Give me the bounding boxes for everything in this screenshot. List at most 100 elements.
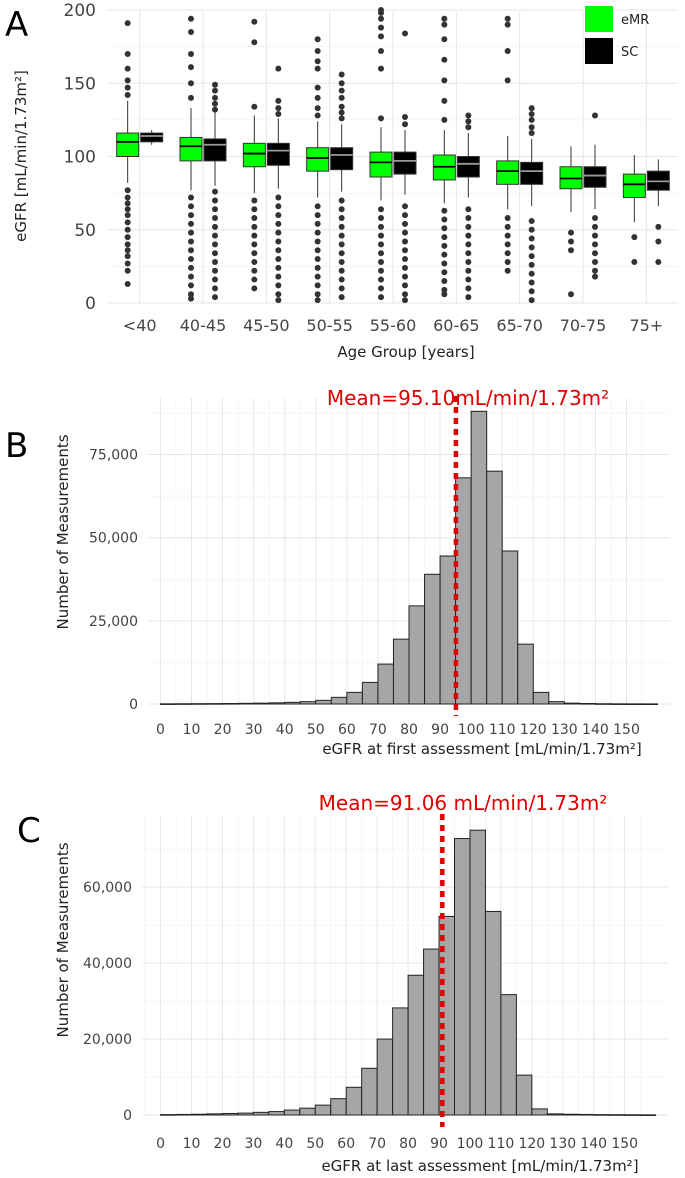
- x-tick-label: 60-65: [433, 316, 480, 335]
- histogram-bar: [454, 838, 471, 1116]
- outlier-point: [251, 206, 258, 213]
- outlier-point: [378, 33, 384, 40]
- outlier-point: [212, 285, 218, 292]
- histogram-bar: [469, 829, 486, 1116]
- panel-b-y-axis-title: Number of Measurements: [54, 434, 72, 629]
- x-tick-label: 40-45: [180, 316, 227, 335]
- box-emr-70-75: [559, 146, 583, 298]
- outlier-point: [378, 7, 384, 13]
- histogram-bar: [377, 663, 394, 705]
- outlier-point: [568, 247, 574, 254]
- outlier-point: [275, 273, 282, 280]
- outlier-point: [378, 241, 384, 248]
- outlier-point: [314, 297, 321, 304]
- outlier-point: [528, 244, 535, 251]
- panel-b-label: B: [5, 426, 28, 466]
- outlier-point: [251, 223, 258, 230]
- box-emr-75+: [622, 155, 646, 265]
- outlier-point: [338, 276, 345, 283]
- outlier-point: [378, 285, 384, 292]
- outlier-point: [188, 94, 194, 101]
- panel-b-y-ticks: 0 25,000 50,000 75,000: [89, 448, 138, 713]
- panel-a-legend: eMR SC: [585, 6, 649, 64]
- histogram-bar: [548, 701, 565, 705]
- outlier-point: [188, 212, 194, 219]
- panel-a-x-ticks: <40 40-45 45-50 50-55 55-60 60-65 65-70 70-75 75…: [123, 316, 663, 335]
- outlier-point: [212, 215, 218, 222]
- outlier-point: [528, 105, 535, 112]
- x-tick-label: 130: [549, 1136, 576, 1152]
- outlier-point: [504, 15, 511, 22]
- outlier-point: [124, 241, 131, 248]
- outlier-point: [314, 247, 321, 254]
- outlier-point: [465, 241, 472, 248]
- outlier-point: [338, 258, 345, 265]
- outlier-point: [124, 267, 131, 274]
- outlier-point: [251, 232, 258, 239]
- y-tick-label: 150: [64, 74, 96, 94]
- outlier-point: [338, 71, 345, 78]
- outlier-point: [338, 250, 345, 257]
- outlier-point: [528, 124, 535, 131]
- x-tick-label: 70: [369, 722, 387, 738]
- outlier-point: [378, 258, 384, 265]
- histogram-bar: [346, 691, 363, 705]
- legend-swatch-sc: [585, 38, 613, 64]
- outlier-point: [188, 50, 194, 57]
- outlier-point: [314, 238, 321, 245]
- outlier-point: [402, 212, 408, 219]
- outlier-point: [314, 58, 321, 65]
- outlier-point: [528, 261, 535, 268]
- outlier-point: [402, 247, 408, 254]
- histogram-bar: [500, 994, 517, 1116]
- outlier-point: [465, 267, 472, 274]
- histogram-bar: [593, 1114, 610, 1116]
- x-tick-label: 100: [458, 722, 485, 738]
- outlier-point: [441, 242, 448, 249]
- outlier-point: [402, 30, 408, 37]
- histogram-bar: [283, 1109, 301, 1116]
- outlier-point: [275, 247, 282, 254]
- outlier-point: [441, 291, 448, 298]
- outlier-point: [338, 267, 345, 274]
- y-tick-label: 20,000: [83, 1032, 132, 1048]
- box-emr-<40: [116, 20, 140, 287]
- outlier-point: [338, 80, 345, 87]
- x-tick-label: 70-75: [560, 316, 607, 335]
- box-sc-75+: [646, 159, 670, 265]
- histogram-bar: [206, 703, 224, 705]
- outlier-point: [251, 285, 258, 292]
- box-iqr: [140, 132, 164, 143]
- legend-swatch-emr: [585, 6, 613, 32]
- outlier-point: [188, 220, 194, 227]
- outlier-point: [188, 64, 194, 71]
- outlier-point: [378, 223, 384, 230]
- x-tick-label: 45-50: [243, 316, 290, 335]
- box-emr-55-60: [369, 7, 393, 301]
- outlier-point: [402, 256, 408, 263]
- x-tick-label: 55-60: [370, 316, 417, 335]
- outlier-point: [275, 256, 282, 263]
- outlier-point: [528, 226, 535, 233]
- box-iqr: [369, 151, 393, 178]
- histogram-bar: [515, 1074, 533, 1116]
- outlier-point: [338, 87, 345, 94]
- panel-a-x-axis-title: Age Group [years]: [337, 343, 474, 361]
- y-tick-label: 200: [64, 1, 96, 21]
- outlier-point: [124, 194, 131, 201]
- x-tick-label: 150: [613, 722, 640, 738]
- outlier-point: [124, 234, 131, 241]
- outlier-point: [124, 260, 131, 267]
- x-tick-label: 100: [457, 1136, 484, 1152]
- panel-a-gridlines: [108, 9, 678, 304]
- x-tick-label: 20: [214, 722, 232, 738]
- outlier-point: [124, 253, 131, 260]
- outlier-point: [251, 250, 258, 257]
- panel-c-x-axis-title: eGFR at last assessment [mL/min/1.73m²]: [321, 1157, 638, 1175]
- outlier-point: [188, 295, 194, 302]
- box-emr-50-55: [306, 36, 330, 304]
- panel-b-x-axis-title: eGFR at first assessment [mL/min/1.73m²]: [322, 740, 641, 758]
- box-iqr: [496, 160, 520, 185]
- box-iqr: [520, 161, 544, 185]
- histogram-bar: [268, 702, 286, 705]
